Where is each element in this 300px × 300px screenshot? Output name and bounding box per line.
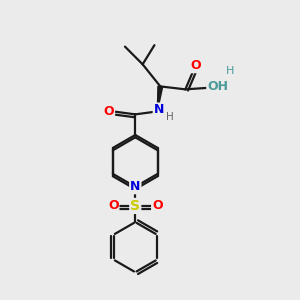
Text: OH: OH xyxy=(207,80,228,93)
Text: S: S xyxy=(130,199,140,213)
Text: O: O xyxy=(108,200,119,212)
Polygon shape xyxy=(158,86,163,111)
Text: O: O xyxy=(152,200,163,212)
Text: O: O xyxy=(190,59,201,72)
Text: O: O xyxy=(103,105,114,118)
Text: N: N xyxy=(154,103,164,116)
Text: H: H xyxy=(166,112,174,122)
Text: N: N xyxy=(130,180,140,193)
Text: H: H xyxy=(226,66,235,76)
